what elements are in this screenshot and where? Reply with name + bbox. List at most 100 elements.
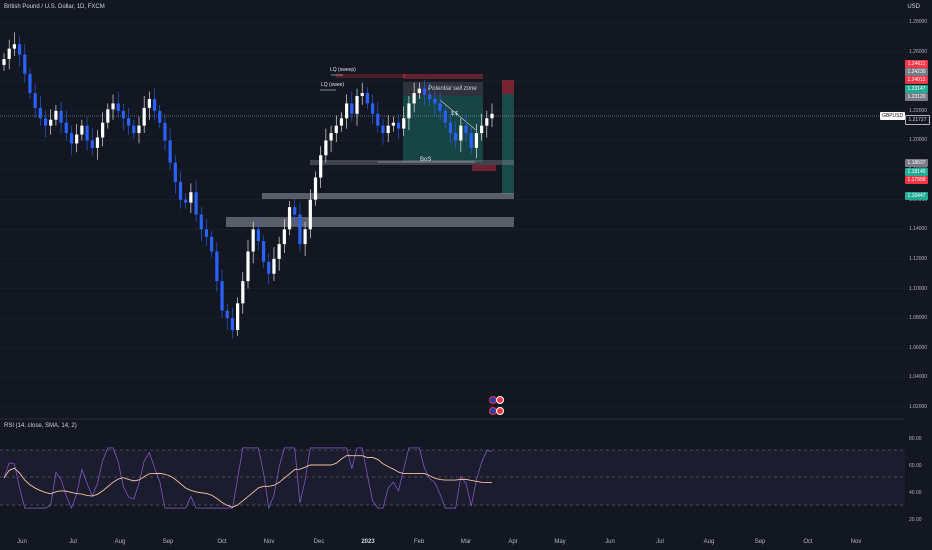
candle-body: [126, 118, 131, 126]
candle-body: [111, 103, 115, 110]
candle-body: [396, 122, 401, 129]
price-tag: 1.24611: [905, 60, 928, 68]
time-label: Sep: [754, 539, 766, 545]
candle-body: [75, 134, 79, 144]
candle-body: [480, 125, 484, 134]
candle-body: [313, 177, 318, 200]
pair-price-label: GBPUSD: [880, 112, 906, 120]
time-label: Jun: [605, 539, 615, 545]
time-label: 2023: [361, 539, 375, 545]
rsi-pane: [0, 447, 905, 510]
candle-body: [116, 103, 120, 111]
candle-body: [376, 113, 380, 126]
candle-body: [417, 88, 421, 94]
time-label: Nov: [263, 539, 275, 545]
candle-body: [303, 229, 307, 245]
price-tick: 1.22000: [909, 107, 928, 114]
price-tag: 1.21727: [905, 115, 930, 125]
candle-body: [33, 93, 37, 108]
candle-body: [2, 59, 6, 65]
candle-body: [293, 207, 297, 215]
rsi-legend[interactable]: RSI (14, close, SMA, 14, 2): [4, 423, 77, 429]
candle-body: [236, 303, 240, 330]
candle-body: [490, 113, 494, 119]
price-tick: 1.28000: [909, 19, 928, 25]
lq-sweep-label-1: LQ (sweep): [330, 67, 356, 73]
candle-body: [241, 281, 245, 304]
candle-body: [230, 318, 235, 330]
candle-body: [256, 229, 260, 242]
candle-body: [85, 125, 89, 141]
us-flag-icon-2[interactable]: [496, 407, 504, 415]
rsi-tick: 40.00: [909, 490, 922, 496]
time-label: Apr: [508, 539, 518, 545]
price-tag: 1.18637: [905, 159, 928, 167]
price-tag: 1.23147: [905, 85, 928, 93]
candle-body: [184, 199, 188, 203]
candle-body: [59, 110, 63, 123]
candle-body: [350, 103, 354, 114]
time-label: Dec: [313, 539, 325, 545]
candle-body: [49, 119, 53, 126]
rsi-band: [0, 450, 905, 505]
candle-body: [282, 229, 286, 245]
candle-body: [272, 258, 276, 274]
lq-sweep-label-2: LQ (swee): [321, 82, 345, 88]
diagonal-line: [439, 99, 477, 131]
candle-body: [329, 133, 333, 141]
demand-zone-1: [262, 193, 514, 199]
position-stop: [502, 80, 514, 94]
profit-zone: [403, 96, 483, 162]
candle-body: [28, 73, 32, 94]
time-label: May: [554, 539, 566, 545]
candle-body: [101, 122, 105, 138]
symbol-legend[interactable]: British Pound / U.S. Dollar, 1D, FXCM: [4, 4, 105, 10]
time-label: Oct: [217, 539, 227, 545]
candle-body: [319, 155, 323, 178]
rsi-line: [3, 447, 493, 510]
time-label: Nov: [850, 539, 862, 545]
candle-body: [454, 133, 458, 141]
candle-body: [428, 94, 432, 99]
candle-body: [277, 244, 281, 259]
price-tag: 1.24230: [905, 68, 928, 76]
time-label: Jul: [656, 539, 664, 545]
candle-body: [267, 261, 271, 274]
candle-body: [407, 103, 411, 119]
candle-body: [469, 133, 473, 148]
candle-body: [194, 192, 198, 215]
time-label: Aug: [703, 539, 715, 545]
candle-body: [485, 118, 489, 126]
candle-body: [106, 109, 110, 123]
candle-body: [287, 207, 292, 230]
candle-body: [17, 44, 22, 55]
price-tick: 1.08000: [909, 315, 928, 322]
lq-stop-box: [336, 74, 406, 78]
candle-body: [381, 125, 385, 134]
price-tick: 1.10000: [909, 285, 928, 292]
price-tag: 1.23120: [905, 93, 928, 101]
candle-body: [345, 103, 349, 119]
candle-body: [7, 48, 11, 60]
us-flag-icon[interactable]: [496, 396, 504, 404]
price-tick: 1.20000: [909, 137, 928, 144]
candle-body: [438, 103, 442, 111]
price-tick: 1.06000: [909, 344, 928, 351]
candle-body: [132, 125, 136, 134]
candle-body: [95, 137, 100, 148]
grid-lines: [0, 21, 905, 408]
demand-zone-2: [226, 217, 514, 227]
candle-body: [204, 229, 209, 237]
candle-body: [443, 110, 447, 123]
candle-body: [152, 99, 157, 111]
candle-body: [412, 93, 416, 104]
price-tick: 1.26000: [909, 48, 928, 55]
candle-body: [360, 93, 364, 97]
candle-body: [422, 88, 427, 95]
candle-body: [215, 251, 219, 282]
time-label: Mar: [460, 539, 472, 545]
price-tick: 1.04000: [909, 374, 928, 381]
candle-body: [246, 251, 250, 282]
candle-body: [64, 122, 68, 134]
